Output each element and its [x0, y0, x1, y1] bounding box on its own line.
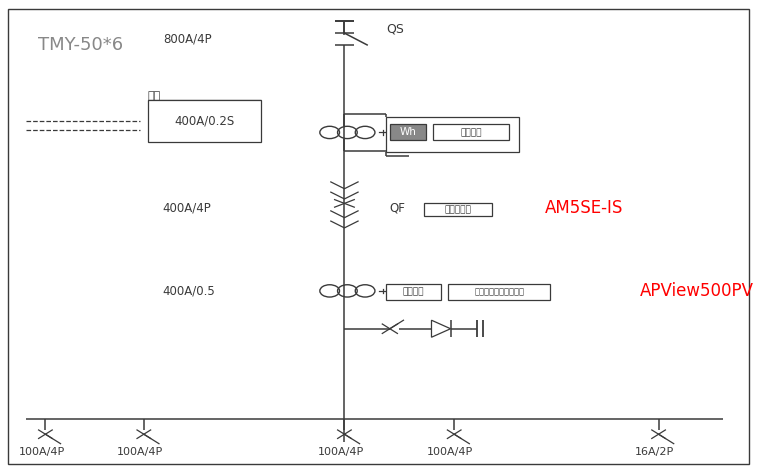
- Bar: [386, 117, 519, 152]
- Text: 16A/2P: 16A/2P: [635, 447, 674, 457]
- Text: 100A/4P: 100A/4P: [317, 447, 364, 457]
- Text: 局供: 局供: [148, 90, 161, 101]
- Text: QS: QS: [386, 23, 404, 36]
- Bar: [448, 284, 550, 300]
- Text: 400A/0.2S: 400A/0.2S: [174, 114, 235, 128]
- Text: APView500PV: APView500PV: [640, 282, 754, 300]
- Bar: [390, 124, 426, 140]
- Bar: [386, 284, 441, 300]
- Text: QF: QF: [390, 201, 406, 215]
- Text: 400A/4P: 400A/4P: [163, 201, 211, 215]
- Bar: [148, 100, 261, 142]
- Text: 多功电表: 多功电表: [403, 288, 424, 297]
- Text: AM5SE-IS: AM5SE-IS: [545, 199, 624, 217]
- Text: 800A/4P: 800A/4P: [163, 32, 211, 45]
- Text: TMY-50*6: TMY-50*6: [38, 36, 123, 54]
- Text: 负控终端: 负控终端: [460, 128, 481, 137]
- Text: 防孤岛保护: 防孤岛保护: [444, 205, 472, 214]
- Text: 400A/0.5: 400A/0.5: [163, 284, 216, 298]
- Text: 100A/4P: 100A/4P: [427, 447, 474, 457]
- Text: Wh: Wh: [400, 127, 416, 138]
- Text: 100A/4P: 100A/4P: [18, 447, 65, 457]
- Text: 100A/4P: 100A/4P: [117, 447, 164, 457]
- Text: 电能质量在线监测装置: 电能质量在线监测装置: [474, 288, 525, 297]
- Bar: [433, 124, 509, 140]
- Bar: [424, 203, 492, 216]
